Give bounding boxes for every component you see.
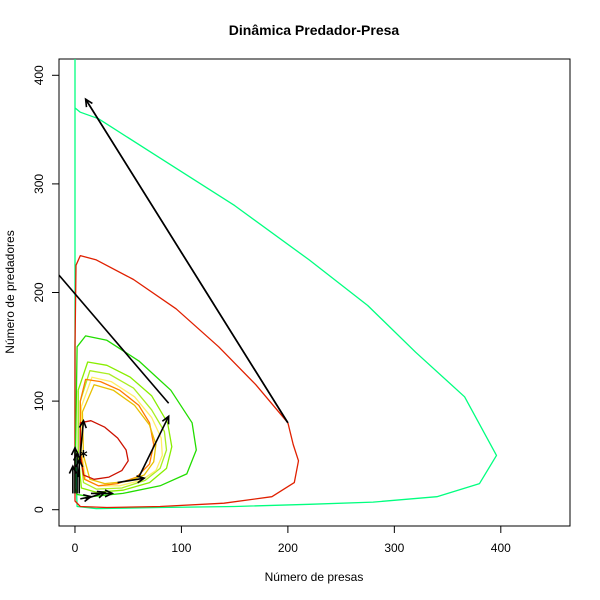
plot-area: * xyxy=(59,59,498,510)
y-tick-label: 300 xyxy=(32,174,46,194)
arrow-2 xyxy=(138,414,170,478)
trajectory-4 xyxy=(77,361,173,493)
y-axis: 0 100 200 300 400 xyxy=(32,65,60,513)
y-tick-label: 0 xyxy=(32,506,46,513)
trajectory-7 xyxy=(79,378,155,487)
trajectory-8 xyxy=(81,384,157,485)
arrow-9 xyxy=(75,457,84,494)
x-tick-label: 0 xyxy=(72,541,79,555)
trajectory-5 xyxy=(79,370,168,490)
plot-frame xyxy=(58,58,571,527)
equilibrium-marker: * xyxy=(79,446,88,465)
arrow-8 xyxy=(72,451,82,494)
y-tick-label: 100 xyxy=(32,391,46,411)
x-tick-label: 200 xyxy=(278,541,298,555)
y-tick-label: 400 xyxy=(32,65,46,85)
x-tick-label: 100 xyxy=(171,541,191,555)
y-axis-label: Número de predadores xyxy=(3,230,17,353)
chart-title: Dinâmica Predador-Presa xyxy=(229,22,400,38)
trajectory-9 xyxy=(79,420,129,480)
arrow-1 xyxy=(84,97,289,424)
x-axis: 0 100 200 300 400 xyxy=(72,525,511,555)
trajectory-1 xyxy=(74,59,498,510)
black-segment-1 xyxy=(59,274,170,404)
arrow-3 xyxy=(117,475,146,484)
x-tick-label: 300 xyxy=(384,541,404,555)
x-axis-label: Número de presas xyxy=(265,570,364,584)
arrow-11 xyxy=(85,490,107,500)
y-tick-label: 200 xyxy=(32,282,46,302)
arrow-10 xyxy=(68,464,78,494)
trajectory-3 xyxy=(74,335,197,498)
x-tick-label: 400 xyxy=(491,541,511,555)
